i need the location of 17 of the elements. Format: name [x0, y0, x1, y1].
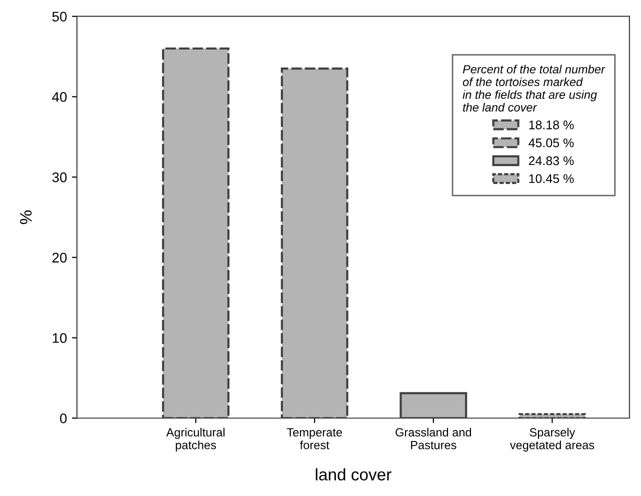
y-tick-label: 20 [52, 252, 67, 263]
legend-label: 45.05 % [528, 138, 574, 148]
x-tick-label: Sparsely vegetated areas [510, 428, 594, 452]
x-tick-label: Agricultural patches [166, 428, 224, 452]
y-tick-label: 10 [52, 333, 67, 343]
legend-label: 10.45 % [529, 174, 574, 184]
x-tick-label: Temperate forest [286, 428, 342, 450]
y-tick-label: 40 [52, 92, 67, 102]
y-tick-label: 50 [52, 12, 67, 22]
legend-title: Percent of the total number of the tortoises marked in the fields that are using the land cover [462, 64, 606, 112]
x-tick-label: Grassland and Pastures [396, 428, 472, 450]
x-axis-title: land cover [316, 468, 392, 480]
y-tick-label: 30 [52, 172, 67, 182]
y-tick-label: 0 [60, 413, 67, 424]
y-axis-title: % [20, 210, 32, 224]
legend-label: 24.83 % [528, 156, 574, 166]
legend-label: 18.18 % [529, 120, 574, 130]
